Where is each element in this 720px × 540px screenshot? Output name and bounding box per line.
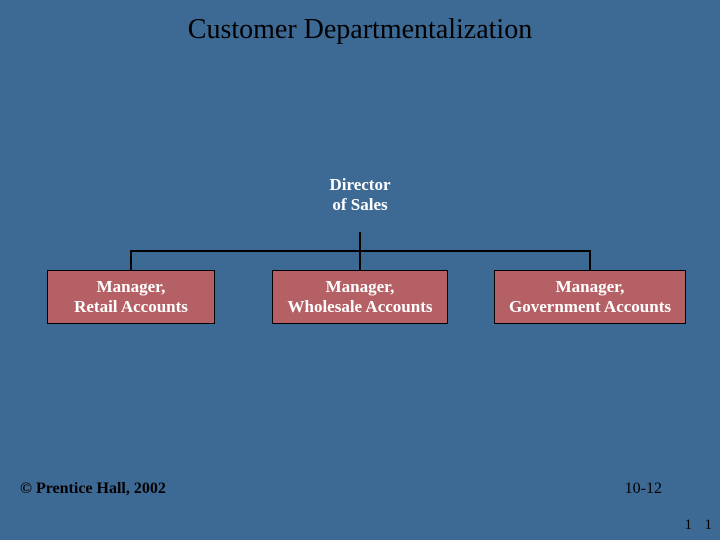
slide-number-b: 1 (705, 517, 713, 534)
org-box-line1: Manager, (556, 277, 625, 297)
org-root-line2: of Sales (280, 195, 440, 215)
slide-title: Customer Departmentalization (0, 14, 720, 46)
slide: Customer Departmentalization Director of… (0, 0, 720, 540)
connector-drop-0 (130, 250, 132, 270)
org-box-line2: Retail Accounts (74, 297, 188, 317)
copyright-text: © Prentice Hall, 2002 (20, 480, 166, 498)
org-box-line1: Manager, (326, 277, 395, 297)
org-box-line2: Wholesale Accounts (288, 297, 433, 317)
org-box-line2: Government Accounts (509, 297, 671, 317)
org-box-wholesale: Manager, Wholesale Accounts (272, 270, 448, 324)
connector-drop-1 (359, 250, 361, 270)
org-root-node: Director of Sales (280, 175, 440, 216)
org-box-government: Manager, Government Accounts (494, 270, 686, 324)
connector-stem (359, 232, 361, 250)
org-box-retail: Manager, Retail Accounts (47, 270, 215, 324)
page-reference: 10-12 (625, 480, 662, 498)
org-root-line1: Director (280, 175, 440, 195)
org-box-line1: Manager, (97, 277, 166, 297)
slide-number-a: 1 (685, 517, 693, 534)
connector-drop-2 (589, 250, 591, 270)
